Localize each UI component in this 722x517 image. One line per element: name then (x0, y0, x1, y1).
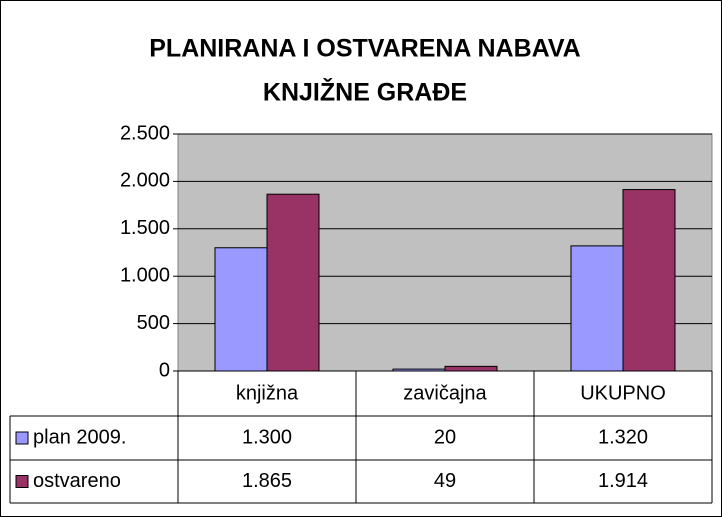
y-tick-label: 2.000 (120, 170, 170, 192)
bar (214, 247, 268, 372)
legend-label: plan 2009. (33, 426, 126, 448)
y-tick-label: 1.000 (120, 264, 170, 286)
bar (266, 193, 320, 372)
x-tick-label: knjižna (236, 382, 299, 404)
legend-swatch (15, 475, 29, 488)
table-value: 20 (434, 426, 456, 448)
table-value: 49 (434, 470, 456, 492)
table-value: 1.865 (242, 470, 292, 492)
table-value: 1.914 (598, 470, 648, 492)
legend-label: ostvareno (33, 470, 121, 492)
bar (444, 365, 498, 372)
chart-title: PLANIRANA I OSTVARENA NABAVA (149, 35, 580, 63)
bar (392, 368, 446, 372)
y-tick-label: 1.500 (120, 217, 170, 239)
bar (622, 189, 676, 372)
y-tick-label: 2.500 (120, 122, 170, 144)
y-tick-label: 0 (159, 359, 170, 381)
legend-swatch (15, 431, 29, 445)
table-value: 1.300 (242, 426, 292, 448)
chart-title: KNJIŽNE GRAĐE (263, 77, 467, 107)
x-tick-label: zavičajna (403, 382, 487, 404)
table-value: 1.320 (598, 426, 648, 448)
bar (570, 245, 624, 372)
y-tick-label: 500 (137, 312, 170, 334)
x-tick-label: UKUPNO (580, 382, 666, 404)
